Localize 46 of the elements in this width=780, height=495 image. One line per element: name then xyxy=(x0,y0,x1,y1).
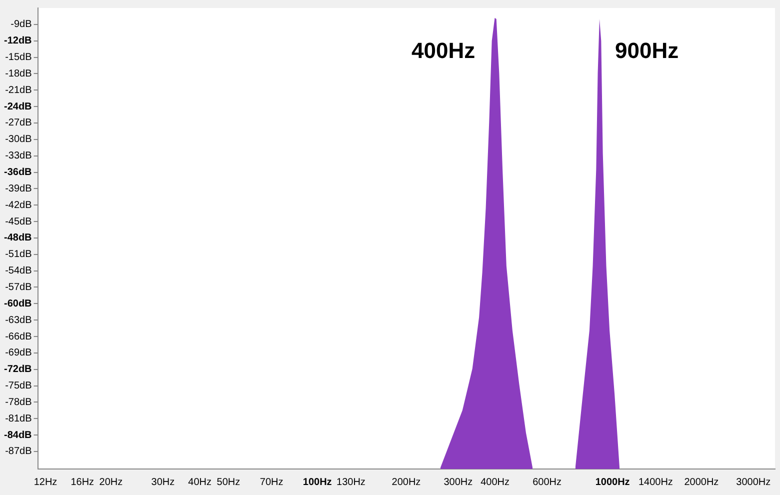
x-tick-label: 130Hz xyxy=(336,476,366,488)
x-tick-label: 1400Hz xyxy=(638,476,673,488)
y-tick-label: -81dB xyxy=(5,413,32,424)
y-tick-label: -54dB xyxy=(5,266,32,277)
x-tick-label: 100Hz xyxy=(302,476,332,488)
y-tick-label: -48dB xyxy=(4,232,32,244)
x-tick-label: 30Hz xyxy=(151,476,175,488)
x-tick-label: 20Hz xyxy=(99,476,123,488)
y-tick-label: -15dB xyxy=(5,52,32,64)
x-tick-label: 2000Hz xyxy=(684,476,719,488)
x-tick-label: 200Hz xyxy=(392,476,421,488)
y-tick-label: -27dB xyxy=(5,118,32,129)
y-tick-label: -45dB xyxy=(5,216,32,228)
x-tick-label: 70Hz xyxy=(260,476,284,488)
y-tick-label: -30dB xyxy=(5,134,32,146)
x-tick-label: 3000Hz xyxy=(736,476,771,488)
y-tick-label: -9dB xyxy=(10,19,32,30)
x-tick-label: 16Hz xyxy=(70,476,94,488)
y-tick-label: -78dB xyxy=(5,396,32,408)
y-tick-label: -69dB xyxy=(5,348,32,359)
y-tick-label: -84dB xyxy=(4,430,32,441)
y-tick-label: -18dB xyxy=(5,68,32,80)
y-tick-label: -36dB xyxy=(4,167,32,178)
x-tick-label: 40Hz xyxy=(188,476,212,488)
y-tick-label: -42dB xyxy=(5,200,32,211)
x-tick-label: 600Hz xyxy=(532,476,562,488)
y-tick-label: -60dB xyxy=(4,298,32,310)
y-tick-label: -24dB xyxy=(4,101,32,112)
y-tick-label: -72dB xyxy=(4,364,32,376)
x-tick-label: 300Hz xyxy=(444,476,473,488)
y-tick-label: -57dB xyxy=(5,282,32,293)
x-tick-label: 12Hz xyxy=(34,476,58,488)
x-tick-label: 50Hz xyxy=(216,476,240,488)
y-tick-label: -63dB xyxy=(5,314,32,326)
y-tick-label: -21dB xyxy=(5,84,32,96)
x-tick-label: 400Hz xyxy=(480,476,510,488)
y-tick-label: -39dB xyxy=(5,183,32,194)
y-tick-label: -51dB xyxy=(5,249,32,260)
y-tick-label: -75dB xyxy=(5,380,32,392)
y-tick-label: -33dB xyxy=(5,150,32,162)
y-tick-label: -87dB xyxy=(5,446,32,458)
y-tick-label: -12dB xyxy=(4,36,32,47)
annotation: 400Hz xyxy=(411,38,476,63)
annotation: 900Hz xyxy=(615,38,679,63)
x-tick-label: 1000Hz xyxy=(595,476,630,488)
y-tick-label: -66dB xyxy=(5,331,32,342)
